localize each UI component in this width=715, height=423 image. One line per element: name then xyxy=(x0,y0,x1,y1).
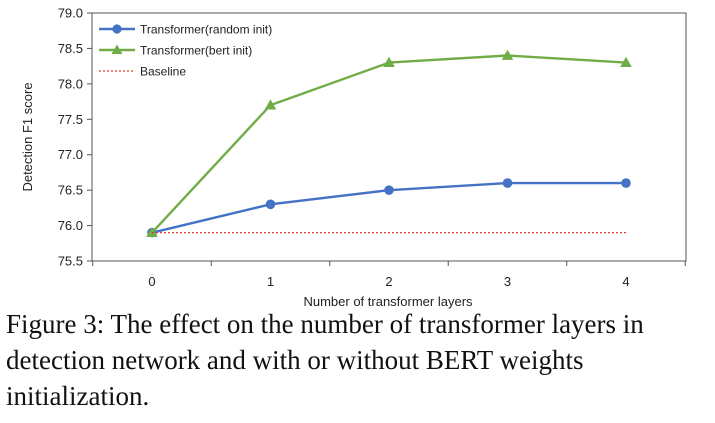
series-1 xyxy=(146,49,632,238)
x-tick-label: 1 xyxy=(267,274,274,289)
legend-label: Baseline xyxy=(140,65,186,79)
legend-label: Transformer(bert init) xyxy=(140,44,252,58)
chart-series xyxy=(146,49,632,238)
x-axis-title: Number of transformer layers xyxy=(303,294,473,309)
x-tick-label: 3 xyxy=(504,274,511,289)
x-tick-label: 0 xyxy=(148,274,155,289)
x-tick-label: 4 xyxy=(622,274,629,289)
y-tick-label: 78.5 xyxy=(58,41,83,56)
y-tick-label: 77.5 xyxy=(58,112,83,127)
data-point xyxy=(264,99,277,110)
data-point xyxy=(384,185,394,195)
plot-frame xyxy=(91,12,687,262)
x-tick-label: 2 xyxy=(385,274,392,289)
legend-item-1: Transformer(bert init) xyxy=(99,44,252,58)
legend-item-2: Baseline xyxy=(99,65,186,79)
data-point xyxy=(502,178,513,188)
data-point xyxy=(146,226,158,238)
y-tick-label: 78.0 xyxy=(58,76,83,91)
y-tick-label: 77.0 xyxy=(58,147,83,162)
legend-item-0: Transformer(random init) xyxy=(99,23,272,37)
series-0 xyxy=(147,178,631,238)
chart-legend: Transformer(random init) Transformer(bert… xyxy=(99,23,272,79)
legend-label: Transformer(random init) xyxy=(140,23,272,37)
y-tick-label: 75.5 xyxy=(58,254,83,269)
legend-marker xyxy=(111,44,123,54)
chart-axes: 75.5 76.0 76.5 77.0 77.5 78.0 78.5 79.0 0 1 2 3 4 xyxy=(58,6,687,289)
y-tick-label: 76.0 xyxy=(58,218,83,233)
legend-marker xyxy=(112,24,122,34)
line-chart: 75.5 76.0 76.5 77.0 77.5 78.0 78.5 79.0 0 1 2 3 4 Tr… xyxy=(20,6,687,309)
data-point xyxy=(265,199,276,210)
data-point xyxy=(620,56,632,67)
y-tick-label: 76.5 xyxy=(58,183,83,198)
series-line xyxy=(151,54,627,234)
data-point xyxy=(383,56,395,67)
data-point xyxy=(501,49,514,60)
y-tick-label: 79.0 xyxy=(58,6,83,21)
y-axis-title: Detection F1 score xyxy=(20,82,35,191)
figure-caption: Figure 3: The effect on the number of tr… xyxy=(6,309,644,411)
data-point xyxy=(621,178,631,188)
